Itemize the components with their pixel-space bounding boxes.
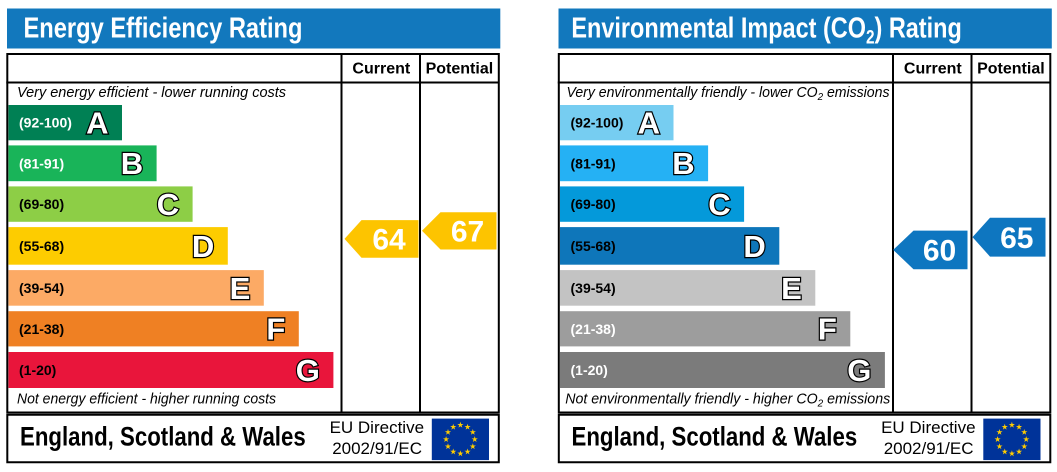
- svg-text:(55-68): (55-68): [19, 238, 64, 254]
- svg-text:2002/91/EC: 2002/91/EC: [332, 439, 422, 458]
- svg-text:67: 67: [451, 216, 484, 249]
- svg-text:Energy Efficiency Rating: Energy Efficiency Rating: [24, 12, 303, 44]
- svg-text:(81-91): (81-91): [571, 155, 616, 171]
- svg-text:2002/91/EC: 2002/91/EC: [884, 439, 974, 458]
- svg-text:Not energy efficient - higher: Not energy efficient - higher running co…: [17, 391, 276, 408]
- svg-text:England, Scotland & Wales: England, Scotland & Wales: [20, 422, 306, 452]
- svg-text:G: G: [847, 353, 871, 388]
- svg-text:(92-100): (92-100): [19, 115, 72, 131]
- svg-text:(55-68): (55-68): [571, 238, 616, 254]
- svg-text:EU Directive: EU Directive: [330, 418, 424, 437]
- svg-text:D: D: [192, 229, 214, 264]
- svg-text:C: C: [157, 187, 179, 222]
- svg-text:65: 65: [1000, 222, 1033, 255]
- svg-text:B: B: [672, 146, 694, 181]
- svg-text:(21-38): (21-38): [571, 321, 616, 337]
- svg-text:(21-38): (21-38): [19, 321, 64, 337]
- svg-text:Potential: Potential: [977, 60, 1045, 77]
- svg-text:E: E: [230, 271, 251, 306]
- svg-text:60: 60: [923, 235, 956, 268]
- svg-text:(39-54): (39-54): [19, 280, 64, 296]
- svg-text:D: D: [743, 229, 765, 264]
- svg-text:(39-54): (39-54): [571, 280, 616, 296]
- svg-text:E: E: [781, 271, 802, 306]
- svg-text:(69-80): (69-80): [19, 196, 64, 212]
- svg-text:Current: Current: [904, 60, 962, 77]
- svg-text:Very energy efficient - lower: Very energy efficient - lower running co…: [17, 84, 286, 101]
- svg-text:England, Scotland & Wales: England, Scotland & Wales: [572, 422, 858, 452]
- svg-text:C: C: [708, 187, 730, 222]
- svg-text:G: G: [296, 353, 320, 388]
- svg-text:A: A: [86, 106, 108, 141]
- svg-text:Current: Current: [352, 60, 410, 77]
- svg-text:Potential: Potential: [426, 60, 494, 77]
- svg-text:Very environmentally friendly: Very environmentally friendly - lower CO…: [567, 84, 890, 103]
- svg-text:Environmental Impact (CO2) Rat: Environmental Impact (CO2) Rating: [571, 12, 961, 48]
- svg-text:(81-91): (81-91): [19, 155, 64, 171]
- svg-text:F: F: [266, 312, 285, 347]
- svg-text:(69-80): (69-80): [571, 196, 616, 212]
- svg-text:B: B: [121, 146, 143, 181]
- svg-text:(1-20): (1-20): [19, 362, 56, 378]
- svg-text:F: F: [818, 312, 837, 347]
- svg-text:A: A: [638, 106, 660, 141]
- svg-text:(1-20): (1-20): [571, 362, 608, 378]
- svg-text:(92-100): (92-100): [571, 115, 624, 131]
- svg-text:Not environmentally friendly -: Not environmentally friendly - higher CO…: [565, 391, 890, 410]
- svg-text:64: 64: [372, 224, 406, 257]
- svg-text:EU Directive: EU Directive: [881, 418, 975, 437]
